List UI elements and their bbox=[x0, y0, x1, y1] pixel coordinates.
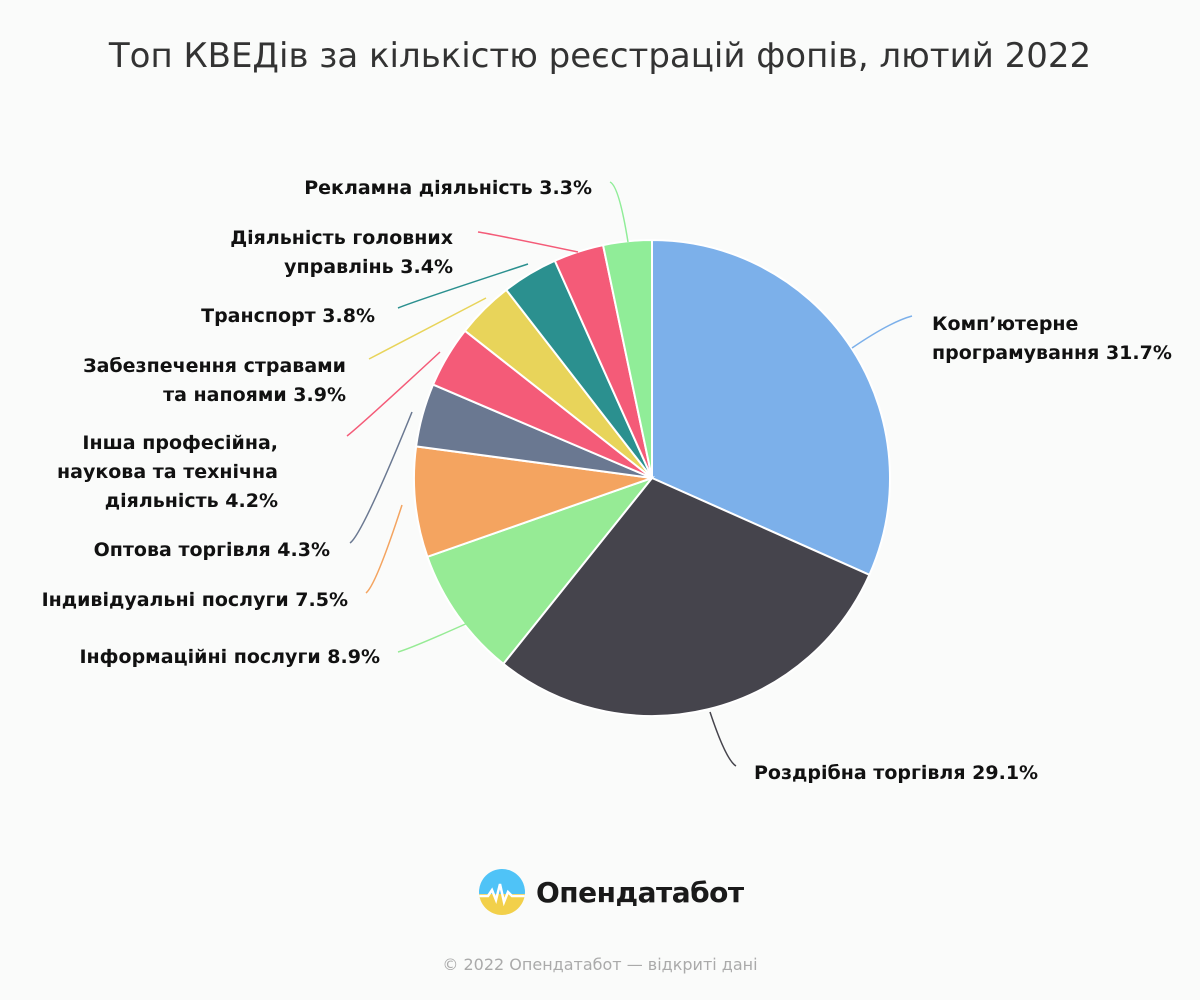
label-connector bbox=[346, 351, 441, 437]
slice-label-line: Забезпечення стравами bbox=[83, 355, 346, 377]
slice-label-line: Транспорт 3.8% bbox=[201, 305, 375, 327]
slice-label-line: Роздрібна торгівля 29.1% bbox=[754, 762, 1038, 784]
slice-labels: Комп’ютерне програмування 31.7% Роздрібна … bbox=[42, 177, 1172, 784]
pie-slices bbox=[413, 238, 891, 717]
slice-label: Діяльність головних управлінь 3.4% bbox=[230, 227, 453, 278]
slice-label: Роздрібна торгівля 29.1% bbox=[754, 762, 1038, 784]
pie-slice bbox=[501, 476, 871, 717]
slice-label: Оптова торгівля 4.3% bbox=[94, 539, 330, 561]
slice-label-line: Оптова торгівля 4.3% bbox=[94, 539, 330, 561]
slice-label-line: Інформаційні послуги 8.9% bbox=[79, 646, 380, 668]
label-connector bbox=[365, 504, 403, 594]
pie-slice bbox=[413, 445, 653, 559]
footer-copyright: © 2022 Опендатабот — відкриті дані bbox=[442, 955, 758, 974]
slice-label: Транспорт 3.8% bbox=[201, 305, 375, 327]
slice-label: Комп’ютерне програмування 31.7% bbox=[932, 313, 1172, 364]
label-connector bbox=[477, 231, 579, 253]
label-connector bbox=[709, 711, 737, 767]
brand-logo: Опендатабот bbox=[478, 868, 744, 916]
label-connectors bbox=[346, 181, 913, 767]
slice-label: Інформаційні послуги 8.9% bbox=[79, 646, 380, 668]
slice-label: Забезпечення стравами та напоями 3.9% bbox=[83, 355, 346, 406]
slice-label: Інша професійна, наукова та технічна діяль… bbox=[57, 432, 278, 512]
label-connector bbox=[368, 297, 487, 360]
brand-name: Опендатабот bbox=[536, 875, 744, 909]
slice-label-line: наукова та технічна bbox=[57, 461, 278, 483]
opendatabot-logo-icon bbox=[479, 869, 525, 915]
pie-slice bbox=[651, 238, 891, 577]
slice-label-line: Комп’ютерне bbox=[932, 313, 1078, 335]
slice-label-line: Індивідуальні послуги 7.5% bbox=[42, 589, 348, 611]
chart-title: Топ КВЕДів за кількістю реєстрацій фопів… bbox=[108, 36, 1092, 76]
label-connector bbox=[349, 411, 413, 544]
slice-label-line: Рекламна діяльність 3.3% bbox=[304, 177, 592, 199]
slice-label: Індивідуальні послуги 7.5% bbox=[42, 589, 348, 611]
label-connector bbox=[609, 181, 629, 243]
label-connector bbox=[397, 263, 529, 309]
label-connector bbox=[397, 621, 471, 653]
slice-label-line: Діяльність головних bbox=[230, 227, 453, 249]
label-connector bbox=[851, 315, 913, 349]
slice-label: Рекламна діяльність 3.3% bbox=[304, 177, 592, 199]
slice-label-line: діяльність 4.2% bbox=[105, 490, 278, 512]
pie-slice bbox=[426, 475, 655, 666]
slice-label-line: Інша професійна, bbox=[82, 432, 278, 454]
slice-label-line: управлінь 3.4% bbox=[284, 256, 453, 278]
slice-label-line: програмування 31.7% bbox=[932, 342, 1172, 364]
slice-label-line: та напоями 3.9% bbox=[163, 384, 346, 406]
